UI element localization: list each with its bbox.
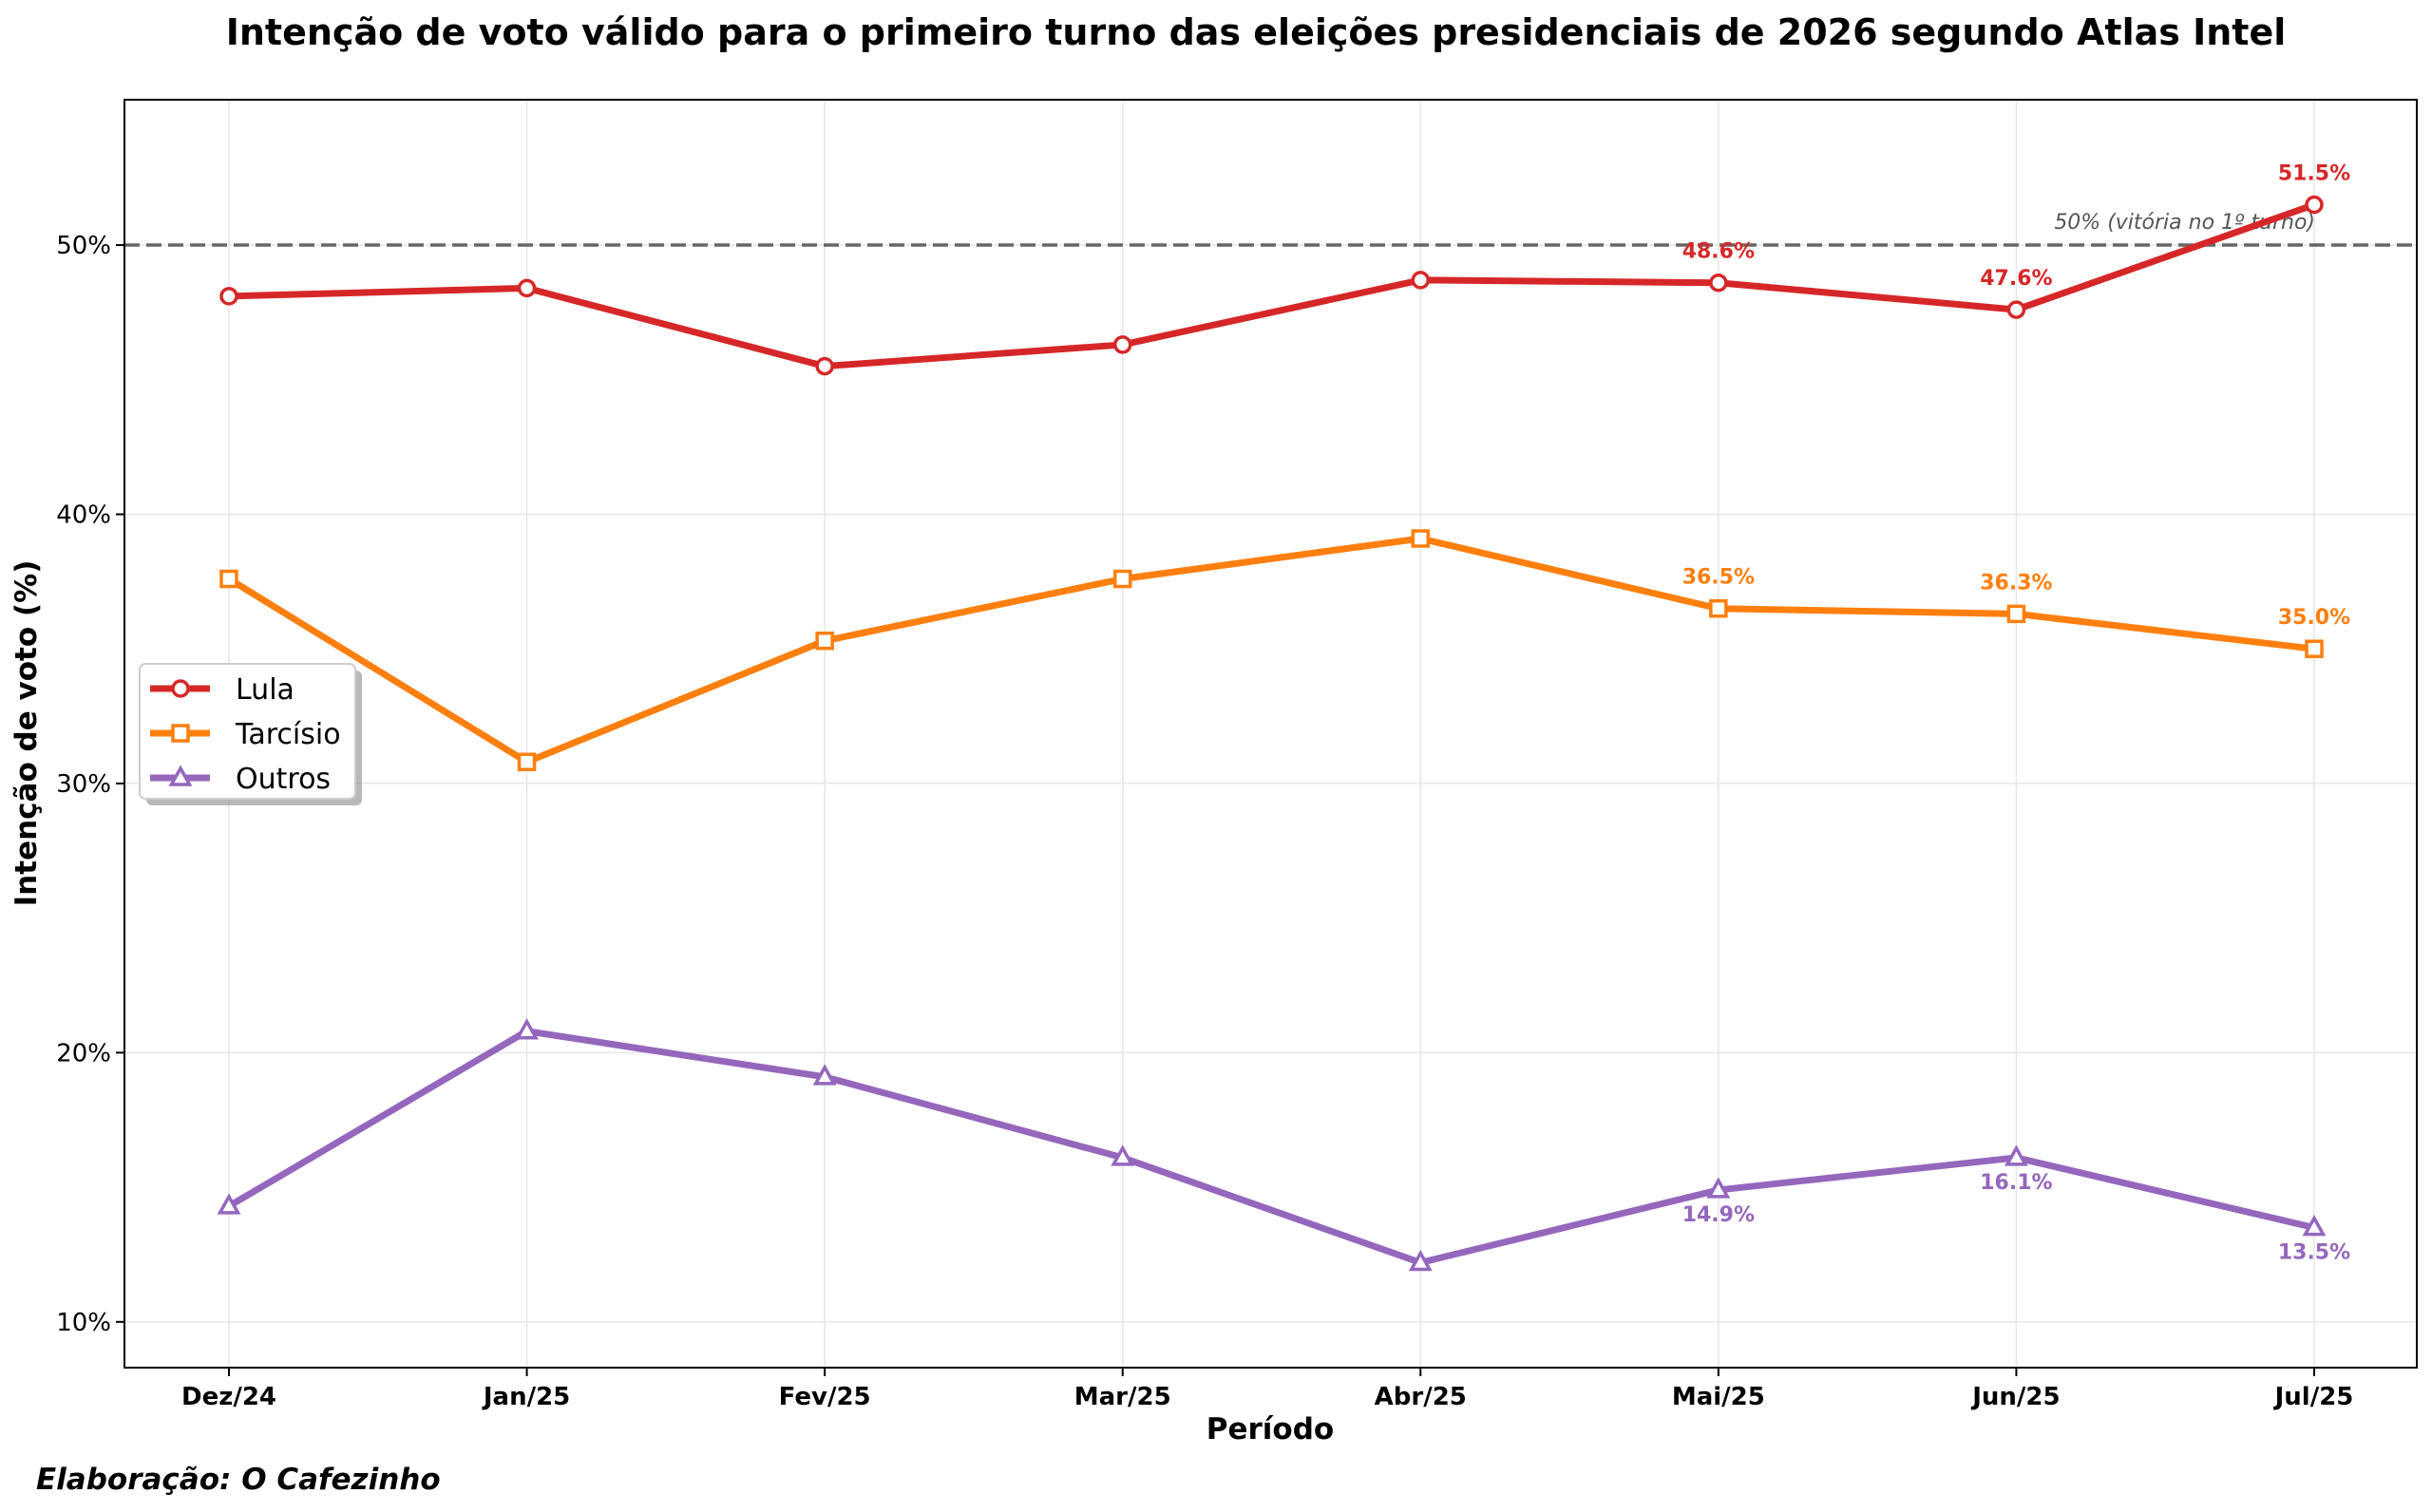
data-point-outros	[515, 1018, 540, 1040]
data-point-tarcisio	[219, 569, 238, 589]
data-point-outros	[1408, 1249, 1433, 1272]
data-point-lula	[2006, 300, 2026, 319]
data-point-tarcisio	[1411, 529, 1431, 548]
data-point-lula	[815, 356, 834, 376]
chart-title: Intenção de voto válido para o primeiro …	[226, 11, 2287, 53]
data-point-outros	[2302, 1215, 2327, 1237]
x-tick-label: Mai/25	[1672, 1383, 1765, 1411]
data-point-lula	[1411, 271, 1431, 290]
series-line-tarcisio	[225, 535, 2318, 765]
data-point-outros	[1111, 1144, 1135, 1166]
x-tick-label: Jun/25	[1970, 1383, 2060, 1411]
legend-label-lula: Lula	[236, 673, 294, 707]
series-line-lula	[225, 201, 2318, 370]
x-axis-ticks: Dez/24 Jan/25 Fev/25 Mar/25 Abr/25 Mai/25 Jun/…	[181, 1368, 2353, 1411]
data-point-lula	[517, 278, 537, 298]
data-labels-group: 48.6% 47.6% 51.5% 36.5% 36.3% 35.0% 14.9% 16.1%…	[1682, 162, 2350, 1265]
y-axis-ticks: 10% 20% 30% 40% 50%	[56, 232, 124, 1337]
data-point-lula	[1112, 335, 1132, 354]
y-axis-label: Intenção de voto (%)	[10, 560, 44, 907]
series-group	[217, 195, 2327, 1272]
x-tick-label: Jul/25	[2273, 1383, 2354, 1411]
y-tick-label: 30%	[56, 770, 111, 799]
x-tick-label: Fev/25	[779, 1383, 871, 1411]
data-label-outros: 13.5%	[2278, 1241, 2350, 1265]
x-tick-label: Dez/24	[181, 1383, 276, 1411]
data-label-tarcisio: 36.5%	[1682, 566, 1755, 590]
data-point-tarcisio	[517, 752, 537, 772]
legend-marker-lula	[171, 679, 190, 698]
y-tick-label: 10%	[56, 1309, 111, 1337]
data-point-outros	[812, 1064, 837, 1086]
legend-marker-tarcisio	[171, 724, 190, 743]
x-axis-label: Período	[1206, 1412, 1334, 1446]
data-point-outros	[1706, 1177, 1731, 1199]
data-point-lula	[219, 287, 238, 306]
legend-label-outros: Outros	[236, 763, 331, 796]
data-point-tarcisio	[815, 631, 834, 651]
series-line-outros	[225, 1028, 2318, 1266]
legend-label-tarcisio: Tarcísio	[235, 718, 341, 751]
data-label-lula: 51.5%	[2278, 162, 2350, 186]
data-label-outros: 14.9%	[1682, 1203, 1755, 1227]
data-point-tarcisio	[2006, 604, 2026, 624]
plot-frame	[124, 99, 2418, 1369]
data-point-lula	[2305, 195, 2324, 215]
data-label-tarcisio: 36.3%	[1980, 571, 2052, 595]
data-label-lula: 48.6%	[1682, 240, 1755, 264]
legend-marker-outros	[168, 765, 193, 786]
data-label-tarcisio: 35.0%	[2278, 606, 2350, 630]
data-label-outros: 16.1%	[1980, 1171, 2052, 1195]
y-tick-label: 40%	[56, 501, 111, 529]
data-point-tarcisio	[2305, 639, 2324, 658]
data-point-lula	[1709, 273, 1728, 293]
credit-text: Elaboração: O Cafezinho	[36, 1463, 441, 1497]
data-point-tarcisio	[1709, 598, 1728, 618]
legend: Lula Tarcísio Outros	[139, 663, 362, 805]
legend-box	[139, 663, 356, 800]
x-tick-label: Mar/25	[1074, 1383, 1171, 1411]
data-point-outros	[2004, 1144, 2028, 1166]
data-label-lula: 47.6%	[1980, 267, 2052, 291]
x-tick-label: Abr/25	[1375, 1383, 1467, 1411]
data-point-outros	[217, 1193, 241, 1215]
reference-line-group: 50% (vitória no 1º turno)	[124, 211, 2417, 247]
y-tick-label: 20%	[56, 1039, 111, 1068]
data-point-tarcisio	[1112, 569, 1132, 589]
x-tick-label: Jan/25	[482, 1383, 570, 1411]
reference-line-label: 50% (vitória no 1º turno)	[2054, 211, 2315, 235]
y-tick-label: 50%	[56, 232, 111, 260]
